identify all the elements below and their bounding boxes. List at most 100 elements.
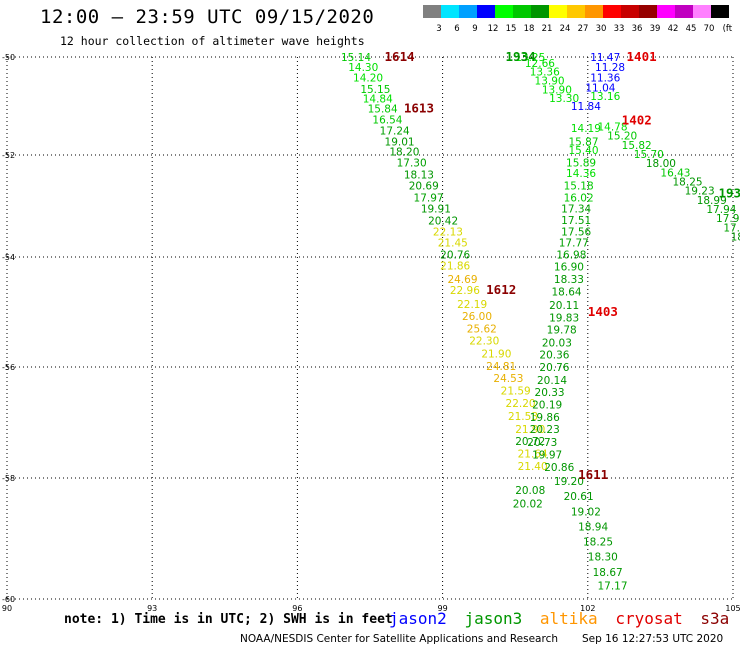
- wave-height-value: 15.70: [634, 149, 664, 161]
- wave-height-value: 13.90: [535, 76, 565, 88]
- pass-number-label: 193: [718, 185, 740, 200]
- colorbar-swatch: [567, 5, 585, 18]
- wave-height-value: 19.20: [554, 476, 584, 488]
- colorbar-tick: 18: [524, 24, 535, 34]
- credit-line: NOAA/NESDIS Center for Satellite Applica…: [240, 633, 558, 645]
- wave-height-value: 13.30: [549, 93, 579, 105]
- latitude-label: -54: [2, 253, 15, 262]
- legend-jason2: jason2: [389, 609, 447, 628]
- wave-height-value: 20.76: [440, 249, 470, 261]
- colorbar-tick: 24: [560, 24, 571, 34]
- wave-height-value: 20.86: [544, 462, 574, 474]
- wave-height-value: 19.91: [421, 204, 451, 216]
- colorbar-tick: 9: [472, 24, 477, 34]
- wave-height-value: 14.20: [353, 73, 383, 85]
- wave-height-value: 14.36: [566, 168, 596, 180]
- colorbar-swatch: [477, 5, 495, 18]
- pass-number-label: 1402: [622, 113, 652, 128]
- wave-height-value: 17.94: [706, 204, 736, 216]
- wave-height-value: 18.00: [646, 158, 676, 170]
- wave-height-value: 21.40: [518, 461, 548, 473]
- wave-height-value: 24.53: [493, 373, 523, 385]
- pass-labels: 1614 1613 1612 1611 1934 1401 1402 1403 193: [385, 49, 740, 482]
- wave-height-value: 13.16: [590, 91, 620, 103]
- wave-height-value: 15.40: [568, 145, 598, 157]
- wave-height-value: 19.23: [685, 186, 715, 198]
- pass-number-label: 1934: [506, 49, 536, 64]
- wave-height-value: 11.04: [585, 82, 615, 94]
- wave-height-value: 17.24: [380, 126, 410, 138]
- wave-height-value: 14.30: [348, 62, 378, 74]
- wave-height-value: 11.84: [571, 101, 601, 113]
- latitude-label: -60: [2, 595, 15, 604]
- colorbar-swatch: [441, 5, 459, 18]
- wave-height-value: 11.36: [590, 73, 620, 85]
- colorbar-tick: 33: [614, 24, 625, 34]
- wave-height-value: 20.03: [542, 337, 572, 349]
- wave-height-value: 21.90: [515, 424, 545, 436]
- wave-height-value: 11.47: [590, 52, 620, 64]
- wave-height-value: 18.30: [588, 552, 618, 564]
- colorbar-swatch: [621, 5, 639, 18]
- page-subtitle: 12 hour collection of altimeter wave hei…: [60, 34, 365, 48]
- colorbar-tick: 39: [650, 24, 661, 34]
- colorbar-swatch: [495, 5, 513, 18]
- wave-height-value: 20.02: [513, 498, 543, 510]
- wave-height-value: 24.81: [486, 361, 516, 373]
- wave-height-value: 15.14: [341, 52, 371, 64]
- wave-height-value: 18.94: [578, 521, 608, 533]
- colorbar-swatch: [585, 5, 603, 18]
- wave-height-value: 20.69: [409, 181, 439, 193]
- colorbar-tick: 3: [436, 24, 441, 34]
- wave-height-value: 13.36: [530, 67, 560, 79]
- wave-height-value: 16.43: [660, 167, 690, 179]
- wave-height-value: 17.97: [414, 192, 444, 204]
- wave-height-value: 19.97: [532, 450, 562, 462]
- wave-height-value: 26.00: [462, 311, 492, 323]
- wave-height-value: 24.69: [447, 274, 477, 286]
- wave-height-value: 22.30: [469, 336, 499, 348]
- pass-number-label: 1614: [385, 49, 415, 64]
- colorbar-tick: 36: [632, 24, 643, 34]
- wave-height-value: 20.61: [564, 491, 594, 503]
- colorbar-tick: 15: [506, 24, 517, 34]
- pass-number-label: 1401: [627, 49, 657, 64]
- colorbar-tick: 6: [454, 24, 459, 34]
- wave-height-value: 14.78: [597, 122, 627, 134]
- map-grid: [6, 56, 734, 600]
- colorbar-swatch: [531, 5, 549, 18]
- longitude-label: 105: [725, 604, 740, 613]
- colorbar-tick: 45: [686, 24, 697, 34]
- colorbar-swatch: [657, 5, 675, 18]
- wave-height-value: 15.15: [360, 84, 390, 96]
- wave-height-value: 14.84: [363, 94, 393, 106]
- wave-height-value: 16.54: [372, 115, 402, 127]
- wave-height-value: 15.82: [622, 140, 652, 152]
- longitude-label: 96: [292, 604, 302, 613]
- wave-height-value: 14.19: [571, 123, 601, 135]
- wave-height-value: 12.66: [525, 58, 555, 70]
- legend-cryosat: cryosat: [615, 609, 683, 628]
- colorbar-tick: 27: [578, 24, 589, 34]
- wave-height-value: 15.20: [607, 130, 637, 142]
- wave-height-value: 15.84: [368, 103, 398, 115]
- wave-height-value: 16.98: [556, 249, 586, 261]
- wave-height-value: 19.78: [547, 325, 577, 337]
- wave-height-value: 25.62: [467, 324, 497, 336]
- colorbar-swatch: [693, 5, 711, 18]
- colorbar-swatch: [675, 5, 693, 18]
- wave-height-value: 22.96: [450, 285, 480, 297]
- wave-height-value: 13.90: [542, 84, 572, 96]
- wave-height-value: 20.42: [428, 215, 458, 227]
- colorbar-swatch: [423, 5, 441, 18]
- wave-height-value: 17.34: [561, 204, 591, 216]
- wave-height-value: 20.08: [515, 485, 545, 497]
- colorbar-tick: 70: [704, 24, 715, 34]
- colorbar-tick: 42: [668, 24, 679, 34]
- latitude-label: -50: [2, 53, 15, 62]
- longitude-label: 99: [438, 604, 448, 613]
- pass-number-label: 1403: [588, 304, 618, 319]
- colorbar-tick: 21: [542, 24, 553, 34]
